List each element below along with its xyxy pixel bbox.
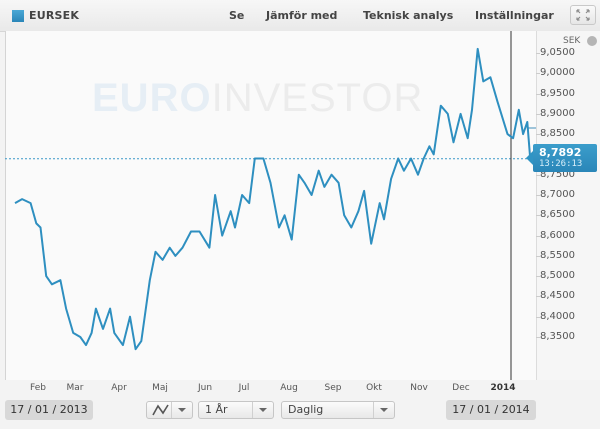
x-tick-label: Nov	[410, 383, 428, 393]
y-tick-label: 8,7500	[540, 168, 575, 180]
y-tick-mark	[536, 215, 540, 217]
y-tick-mark	[536, 276, 540, 278]
period-dropdown[interactable]: 1 År	[198, 401, 274, 419]
y-tick-mark	[536, 296, 540, 298]
menu-installningar[interactable]: Inställningar	[475, 9, 554, 22]
y-tick-mark	[536, 174, 540, 176]
x-tick-label: Maj	[152, 383, 168, 393]
current-price-tag: 8,7892 13:26:13	[526, 144, 597, 172]
y-tick-label: 8,6000	[540, 229, 575, 241]
interval-value: Daglig	[288, 403, 324, 416]
x-tick-label: Jul	[238, 383, 250, 393]
y-tick-mark	[536, 235, 540, 237]
chevron-down-icon	[252, 402, 273, 418]
y-tick-label: 8,4500	[540, 290, 575, 302]
menu-se[interactable]: Se	[229, 9, 245, 22]
y-tick-label: 8,9500	[540, 87, 575, 99]
x-tick-label: Feb	[30, 383, 46, 393]
x-tick-label: Apr	[111, 383, 127, 393]
x-tick-label: Jun	[197, 383, 213, 393]
symbol-label: EURSEK	[29, 9, 80, 22]
chevron-down-icon	[373, 402, 394, 418]
y-tick-label: 8,8500	[540, 128, 575, 140]
end-date-field[interactable]: 17 / 01 / 2014	[446, 400, 536, 420]
y-tick-mark	[536, 93, 540, 95]
y-tick-mark	[536, 73, 540, 75]
y-tick-label: 9,0500	[540, 47, 575, 58]
start-date-field[interactable]: 17 / 01 / 2013	[5, 400, 93, 420]
x-tick-label: Dec	[452, 383, 470, 393]
line-chart-icon	[152, 404, 169, 416]
expand-icon	[576, 9, 590, 21]
top-toolbar: EURSEK Se Jämför med Teknisk analys Inst…	[0, 0, 600, 32]
y-tick-label: 8,7000	[540, 189, 575, 200]
menu-teknisk-analys[interactable]: Teknisk analys	[363, 9, 454, 22]
period-value: 1 År	[205, 403, 228, 416]
x-tick-label: Aug	[280, 383, 298, 393]
euroinvestor-watermark: EUROINVESTOR	[92, 76, 424, 120]
x-tick-label: 2014	[490, 383, 516, 393]
y-tick-mark	[536, 316, 540, 318]
current-price-time: 13:26:13	[539, 159, 583, 169]
y-tick-label: 9,0000	[540, 67, 575, 79]
chevron-down-icon	[171, 402, 192, 418]
currency-label: SEK	[563, 36, 581, 46]
current-price-value: 8,7892	[539, 146, 582, 159]
y-tick-mark	[536, 337, 540, 338]
menu-jamfor-med[interactable]: Jämför med	[266, 9, 338, 22]
y-axis	[536, 31, 600, 380]
x-tick-label: Mar	[66, 383, 84, 393]
y-tick-label: 8,4000	[540, 310, 575, 322]
y-tick-mark	[536, 134, 540, 136]
fullscreen-button[interactable]	[570, 5, 596, 25]
x-axis	[5, 380, 536, 398]
y-tick-mark	[536, 53, 540, 54]
y-tick-label: 8,5500	[540, 249, 575, 261]
x-tick-label: Sep	[324, 383, 342, 393]
y-tick-label: 8,5000	[540, 270, 575, 282]
symbol-color-icon	[12, 9, 24, 22]
chart-type-dropdown[interactable]	[146, 401, 193, 419]
y-tick-mark	[536, 195, 540, 196]
x-tick-label: Okt	[366, 383, 382, 393]
y-tick-label: 8,3500	[540, 331, 575, 342]
y-tick-mark	[536, 255, 540, 257]
interval-dropdown[interactable]: Daglig	[281, 401, 395, 419]
y-tick-mark	[536, 113, 540, 115]
eursek-series-line	[14, 47, 534, 351]
y-tick-label: 8,6500	[540, 209, 575, 221]
symbol-title: EURSEK	[12, 9, 79, 22]
y-tick-label: 8,9000	[540, 107, 575, 119]
wrench-icon[interactable]	[587, 36, 597, 46]
